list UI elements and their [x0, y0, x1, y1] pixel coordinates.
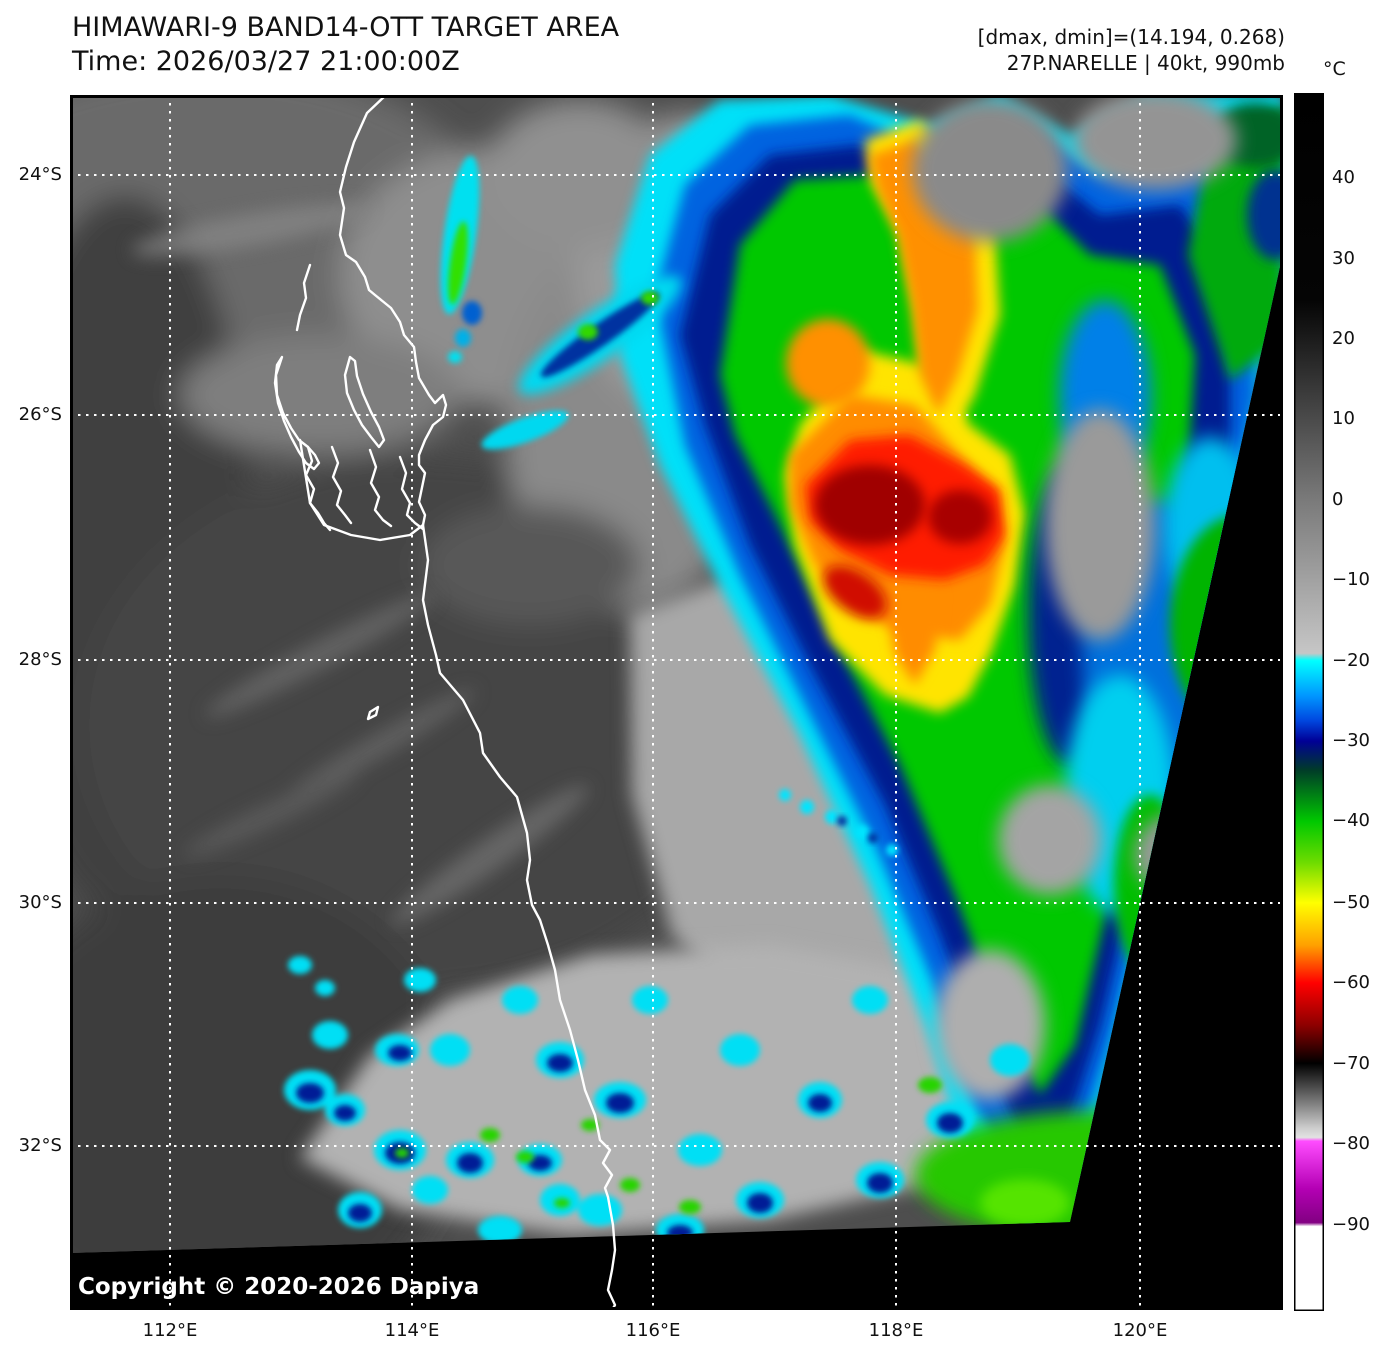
lat-tick-label: 24°S	[18, 164, 62, 185]
colorbar-tick-label: −60	[1332, 972, 1370, 994]
page-title: HIMAWARI-9 BAND14-OTT TARGET AREA	[72, 12, 620, 43]
colorbar-tick-label: 10	[1332, 408, 1355, 430]
satellite-imagery	[70, 95, 1283, 1310]
lon-tick-label: 112°E	[142, 1320, 198, 1341]
colorbar	[1294, 93, 1324, 1311]
colorbar-gradient	[1294, 93, 1324, 1311]
colorbar-unit-label: °C	[1323, 58, 1346, 80]
southern-cell-band	[284, 956, 1030, 1246]
map-frame	[70, 95, 1283, 1310]
colorbar-tick-label: −90	[1332, 1213, 1370, 1235]
colorbar-tick-label: −70	[1332, 1052, 1370, 1074]
colorbar-tick-label: −50	[1332, 891, 1370, 913]
lat-tick-label: 28°S	[18, 649, 62, 670]
timestamp: Time: 2026/03/27 21:00:00Z	[72, 46, 460, 77]
colorbar-tick-label: −80	[1332, 1133, 1370, 1155]
colorbar-tick-label: −10	[1332, 569, 1370, 591]
colorbar-tick-label: 0	[1332, 488, 1344, 510]
copyright-watermark: Copyright © 2020-2026 Dapiya	[78, 1274, 480, 1300]
colorbar-tick-label: 40	[1332, 167, 1355, 189]
cloud-streaks	[131, 203, 589, 926]
colorbar-tick-label: −40	[1332, 810, 1370, 832]
dmax-dmin-readout: [dmax, dmin]=(14.194, 0.268)	[977, 25, 1285, 49]
isolated-cold-cells	[440, 155, 898, 856]
colorbar-tick-label: 20	[1332, 328, 1355, 350]
coastline	[273, 95, 617, 1310]
graticule	[70, 95, 1283, 1310]
colorbar-tick-label: 30	[1332, 247, 1355, 269]
lon-tick-label: 114°E	[384, 1320, 440, 1341]
colorbar-tick-label: −20	[1332, 649, 1370, 671]
data-swath	[70, 95, 1283, 1253]
lon-tick-label: 118°E	[868, 1320, 924, 1341]
colorbar-tick-label: −30	[1332, 729, 1370, 751]
lon-tick-label: 120°E	[1112, 1320, 1168, 1341]
header-right-block: [dmax, dmin]=(14.194, 0.268) 27P.NARELLE…	[700, 24, 1285, 76]
lon-tick-label: 116°E	[625, 1320, 681, 1341]
storm-info: 27P.NARELLE | 40kt, 990mb	[1006, 51, 1285, 75]
lat-tick-label: 30°S	[18, 892, 62, 913]
lat-tick-label: 32°S	[18, 1135, 62, 1156]
lat-tick-label: 26°S	[18, 404, 62, 425]
satellite-map	[70, 95, 1283, 1310]
